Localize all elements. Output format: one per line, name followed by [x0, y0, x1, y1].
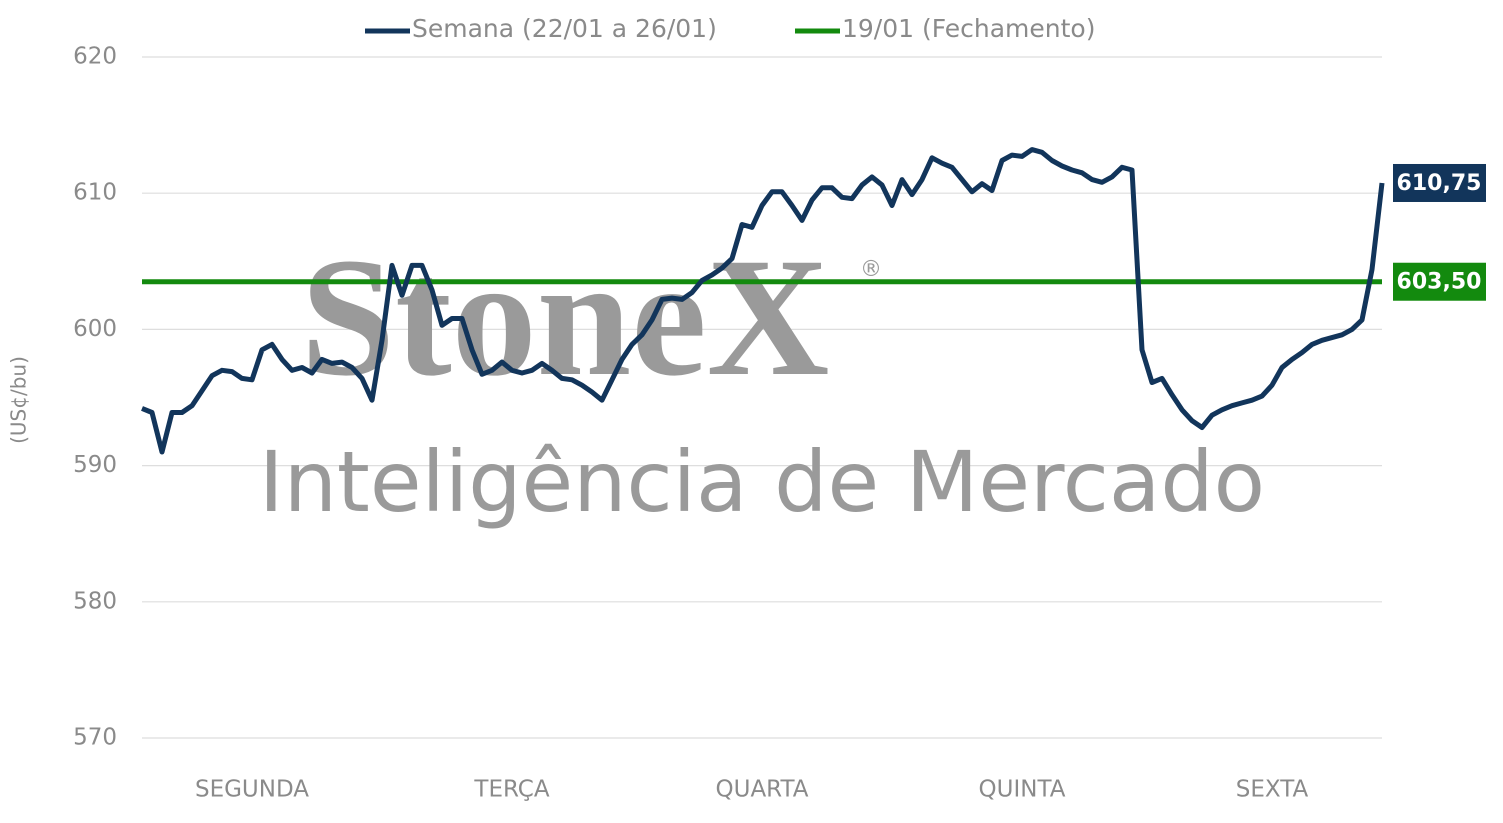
- y-tick-label: 620: [73, 44, 117, 70]
- watermark-subtitle: Inteligência de Mercado: [259, 433, 1265, 531]
- y-tick-label: 600: [73, 316, 117, 342]
- x-tick-label: QUARTA: [716, 777, 809, 803]
- y-tick-label: 590: [73, 452, 117, 478]
- legend-label: 19/01 (Fechamento): [842, 14, 1095, 43]
- value-label: 610,75: [1397, 171, 1482, 196]
- y-axis-label: (US¢/bu): [7, 356, 31, 444]
- x-tick-label: SEGUNDA: [195, 777, 309, 803]
- watermark-logo: StoneX: [301, 223, 830, 411]
- x-tick-label: QUINTA: [979, 777, 1066, 803]
- watermark-registered: ®: [860, 257, 882, 282]
- x-tick-label: SEXTA: [1236, 777, 1309, 803]
- value-label: 603,50: [1397, 270, 1482, 295]
- y-tick-label: 610: [73, 180, 117, 206]
- grid: [142, 56, 1382, 739]
- x-tick-label: TERÇA: [473, 777, 549, 803]
- value-label-box: [1393, 262, 1486, 301]
- y-tick-label: 570: [73, 725, 117, 751]
- y-tick-label: 580: [73, 588, 117, 614]
- legend-label: Semana (22/01 a 26/01): [412, 14, 717, 43]
- value-label-box: [1393, 163, 1486, 202]
- series-line: [141, 147, 1385, 455]
